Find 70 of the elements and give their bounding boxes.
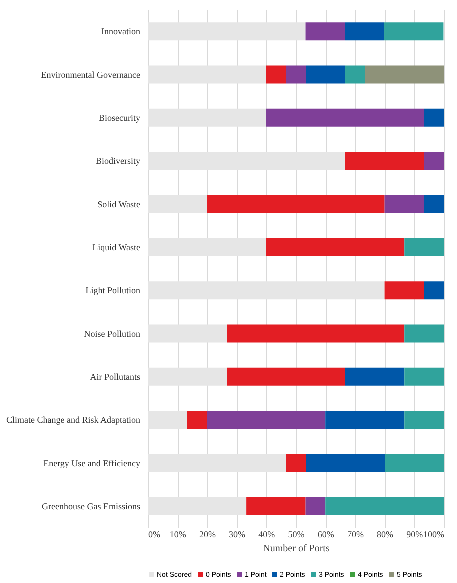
bar: [384, 195, 424, 214]
x-tick-label: 0%: [148, 530, 161, 540]
bar: [384, 22, 444, 41]
bar: [306, 22, 346, 41]
bar: [286, 66, 306, 84]
bar: [148, 411, 188, 430]
x-tick-label: 60%: [318, 530, 335, 540]
bar: [424, 195, 444, 214]
x-tick-label: 10%: [170, 530, 187, 540]
y-tick-label: Environmental Governance: [41, 70, 140, 80]
y-tick-label: Innovation: [102, 26, 141, 37]
bar: [148, 66, 266, 84]
bar: [148, 324, 228, 343]
bar: [385, 454, 444, 472]
x-tick-label: 20%: [199, 530, 216, 540]
y-tick-label: Biodiversity: [96, 156, 141, 166]
y-tick-label: Greenhouse Gas Emissions: [42, 501, 141, 512]
bar: [148, 238, 266, 256]
bar: [227, 324, 405, 343]
x-tick-label: 40%: [258, 530, 276, 540]
bar: [148, 22, 306, 41]
bar: [404, 238, 444, 256]
bar: [148, 195, 208, 214]
bar: [345, 152, 424, 170]
bar: [404, 324, 444, 343]
bar: [286, 454, 306, 472]
x-tick-label: 30%: [229, 530, 246, 540]
x-tick-label: 50%: [288, 530, 306, 540]
y-tick-label: Energy Use and Efficiency: [44, 458, 141, 468]
bar: [404, 411, 444, 430]
bar: [424, 108, 444, 127]
x-tick-label: 80%: [377, 530, 394, 540]
bar: [326, 411, 405, 430]
bar: [404, 368, 444, 386]
bar: [148, 497, 247, 516]
x-tick-label: 90%: [406, 530, 424, 540]
bar: [246, 497, 306, 516]
bar: [424, 152, 444, 170]
bar: [365, 66, 444, 84]
bar: [207, 411, 326, 430]
y-tick-label: Light Pollution: [86, 286, 141, 296]
bar: [227, 368, 346, 386]
bar: [148, 368, 228, 386]
bar: [384, 282, 424, 300]
bar: [266, 108, 424, 127]
bar: [306, 66, 346, 84]
y-tick-label: Liquid Waste: [92, 242, 140, 252]
bar: [326, 497, 444, 516]
bar: [148, 454, 286, 472]
y-tick-label: Climate Change and Risk Adaptation: [6, 415, 141, 426]
y-tick-label: Solid Waste: [98, 199, 140, 210]
bar: [266, 66, 286, 84]
y-tick-label: Biosecurity: [99, 112, 141, 123]
y-tick-label: Noise Pollution: [84, 328, 141, 339]
bar: [345, 66, 366, 84]
bar: [266, 238, 405, 256]
bar: [306, 454, 386, 472]
bar: [424, 282, 444, 300]
bar: [306, 497, 326, 516]
bar: [345, 368, 405, 386]
bar: [345, 22, 385, 41]
bar: [187, 411, 208, 430]
x-tick-label: 70%: [347, 530, 364, 540]
x-tick-label: 100%: [424, 530, 445, 540]
bar: [148, 108, 266, 127]
x-axis-title: Number of Ports: [263, 544, 330, 554]
bar: [207, 195, 385, 214]
y-tick-label: Air Pollutants: [90, 372, 141, 382]
bar: [148, 152, 346, 170]
bar: [148, 282, 385, 300]
